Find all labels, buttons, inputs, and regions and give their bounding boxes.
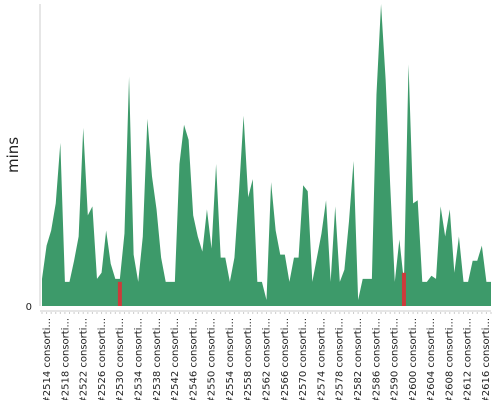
x-tick-label: #2600 consorti... bbox=[408, 318, 419, 400]
x-tick-label: #2566 consorti... bbox=[280, 318, 291, 400]
x-tick-label: #2574 consorti... bbox=[316, 318, 327, 400]
x-tick-label: #2608 consorti... bbox=[444, 318, 455, 400]
x-tick-label: #2534 consorti... bbox=[133, 318, 144, 400]
x-tick-label: #2604 consorti... bbox=[426, 318, 437, 400]
x-tick-label: #2526 consorti... bbox=[97, 318, 108, 400]
x-tick-label: #2590 consorti... bbox=[390, 318, 401, 400]
x-tick-label: #2616 consorti... bbox=[481, 318, 492, 400]
pass-duration-area bbox=[42, 4, 491, 306]
x-tick-label: #2582 consorti... bbox=[353, 318, 364, 400]
x-tick-label: #2558 consorti... bbox=[243, 318, 254, 400]
y-axis-title: mins bbox=[4, 137, 22, 173]
x-tick-label: #2578 consorti... bbox=[335, 318, 346, 400]
y-axis: 0 bbox=[26, 4, 41, 313]
x-tick-label: #2514 consorti... bbox=[42, 318, 53, 400]
x-tick-label: #2542 consorti... bbox=[170, 318, 181, 400]
x-tick-label: #2550 consorti... bbox=[207, 318, 218, 400]
x-axis: #2514 consorti... #2518 consorti... #2522 … bbox=[40, 310, 492, 400]
failed-build-bar bbox=[117, 281, 122, 306]
x-tick-label: #2554 consorti... bbox=[225, 318, 236, 400]
x-tick-label: #2586 consorti... bbox=[371, 318, 382, 400]
y-tick-label: 0 bbox=[26, 302, 32, 313]
x-tick-label: #2518 consorti... bbox=[60, 318, 71, 400]
x-tick-label: #2562 consorti... bbox=[262, 318, 273, 400]
x-tick-label: #2612 consorti... bbox=[463, 318, 474, 400]
x-tick-label: #2538 consorti... bbox=[152, 318, 163, 400]
failed-build-bar bbox=[401, 272, 406, 306]
x-tick-label: #2570 consorti... bbox=[298, 318, 309, 400]
plot-area bbox=[42, 4, 491, 306]
x-tick-label: #2546 consorti... bbox=[188, 318, 199, 400]
x-tick-label: #2522 consorti... bbox=[79, 318, 90, 400]
x-tick-label: #2530 consorti... bbox=[115, 318, 126, 400]
